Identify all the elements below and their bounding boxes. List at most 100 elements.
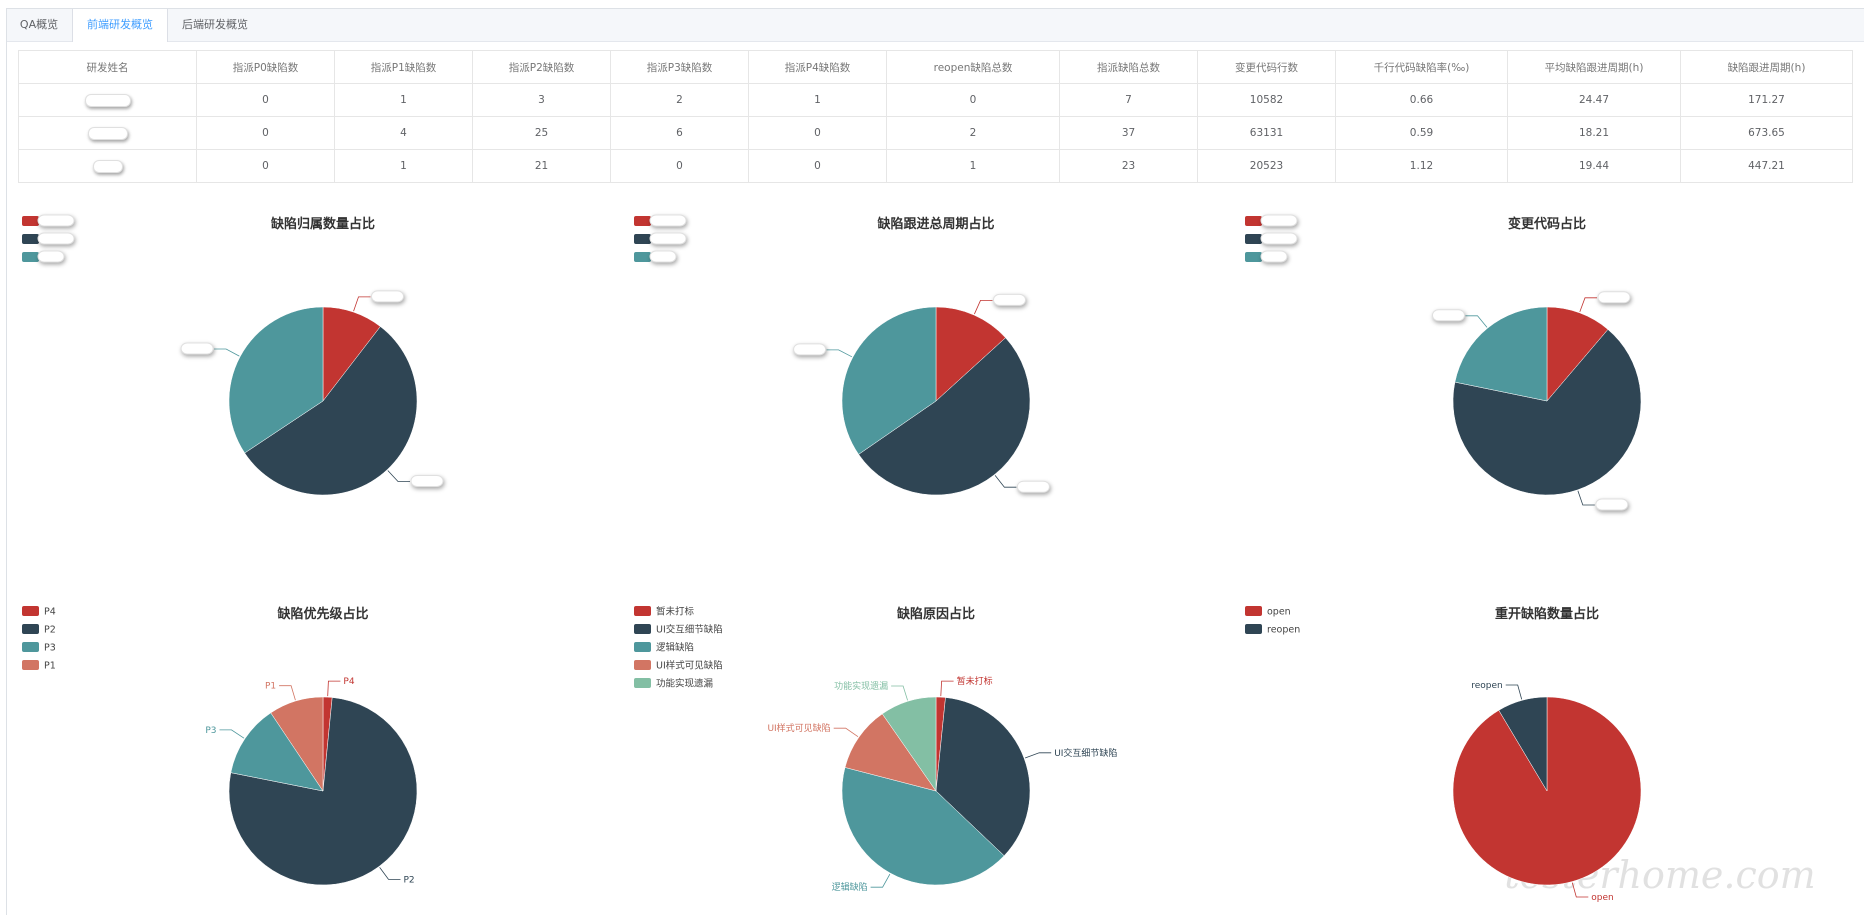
redacted-legend-label <box>1260 232 1298 245</box>
pie-slice[interactable] <box>228 306 324 454</box>
legend-swatch[interactable] <box>634 624 651 634</box>
table-cell: 10582 <box>1197 83 1336 117</box>
table-cell: 19.44 <box>1507 149 1681 183</box>
leader-line <box>833 727 859 738</box>
legend-swatch[interactable] <box>634 606 651 616</box>
legend-swatch[interactable] <box>634 660 651 670</box>
legend-swatch[interactable] <box>1245 216 1262 226</box>
pie-chart-4: 缺陷优先级占比 P4 P2 P3 P1 P4 P2 P3 P1 <box>22 606 418 885</box>
redacted-legend-label <box>1260 214 1298 227</box>
header-defect-rate: 千行代码缺陷率(‰) <box>1335 50 1508 84</box>
dev-stats-table: 研发姓名 指派P0缺陷数 指派P1缺陷数 指派P2缺陷数 指派P3缺陷数 指派P… <box>18 50 1853 183</box>
legend-swatch[interactable] <box>22 660 39 670</box>
legend-label[interactable]: 暂未打标 <box>656 606 695 618</box>
redacted-legend-label <box>37 232 75 245</box>
legend-label[interactable]: 逻辑缺陷 <box>656 642 694 654</box>
header-p2: 指派P2缺陷数 <box>472 50 611 84</box>
legend-label[interactable]: P2 <box>44 625 56 636</box>
legend-swatch[interactable] <box>1245 606 1262 616</box>
table-cell: 0 <box>196 83 335 117</box>
redacted-name <box>84 93 131 107</box>
legend-label[interactable]: P1 <box>44 661 56 672</box>
leader-line <box>387 470 410 482</box>
redacted-slice-label <box>1597 291 1631 304</box>
table-row: 0 1 21 0 0 1 23 20523 1.12 19.44 447.21 <box>18 149 1853 183</box>
legend-label[interactable]: open <box>1267 607 1291 618</box>
table-cell: 0 <box>748 116 887 150</box>
leader-line <box>994 475 1017 488</box>
legend-swatch[interactable] <box>22 624 39 634</box>
redacted-legend-label <box>649 214 687 227</box>
tab-backend-overview[interactable]: 后端研发概览 <box>182 18 248 31</box>
legend-label[interactable]: 功能实现遗漏 <box>656 678 713 690</box>
slice-label: P1 <box>265 682 276 692</box>
redacted-slice-label <box>1016 480 1050 493</box>
leader-line <box>1505 684 1523 700</box>
slice-label: UI样式可见缺陷 <box>767 722 830 734</box>
redacted-legend-label <box>37 250 65 263</box>
redacted-slice-label <box>371 290 404 303</box>
legend-label[interactable]: P3 <box>44 643 56 654</box>
pie-chart-2: 缺陷跟进总周期占比 <box>634 214 1050 496</box>
slice-label: 功能实现遗漏 <box>834 680 888 692</box>
pie-slice[interactable] <box>881 696 937 792</box>
legend-swatch[interactable] <box>1245 624 1262 634</box>
header-p3: 指派P3缺陷数 <box>610 50 749 84</box>
pie-slice[interactable] <box>1498 696 1548 792</box>
leader-line <box>891 685 908 701</box>
legend-swatch[interactable] <box>634 678 651 688</box>
legend-label[interactable]: UI交互细节缺陷 <box>656 624 723 636</box>
pie-slice[interactable] <box>858 337 1031 496</box>
table-cell: 2 <box>886 116 1060 150</box>
pie-chart-1: 缺陷归属数量占比 <box>22 214 444 496</box>
leader-line <box>1465 315 1488 328</box>
redacted-slice-label <box>993 293 1026 306</box>
pie-slice[interactable] <box>1546 306 1609 402</box>
legend-label[interactable]: P4 <box>44 607 56 618</box>
leader-line <box>826 349 853 358</box>
slice-label: P4 <box>343 677 354 687</box>
table-cell: 1 <box>748 83 887 117</box>
slice-label: open <box>1591 893 1613 903</box>
pie-slice[interactable] <box>1454 306 1548 402</box>
table-cell: 20523 <box>1197 149 1336 183</box>
pie-slice[interactable] <box>841 306 937 455</box>
pie-slice[interactable] <box>1452 696 1642 886</box>
legend-swatch[interactable] <box>1245 252 1262 262</box>
pie-slice[interactable] <box>1452 329 1642 496</box>
legend-swatch[interactable] <box>634 642 651 652</box>
pie-slice[interactable] <box>841 767 1005 886</box>
pie-slice[interactable] <box>230 712 324 792</box>
leader-line <box>219 729 245 739</box>
pie-slice[interactable] <box>244 326 418 496</box>
legend-swatch[interactable] <box>22 252 39 262</box>
redacted-name <box>92 159 123 173</box>
legend-swatch[interactable] <box>634 252 651 262</box>
legend-swatch[interactable] <box>22 606 39 616</box>
pie-slice[interactable] <box>935 697 1031 857</box>
legend-swatch[interactable] <box>1245 234 1262 244</box>
table-cell: 18.21 <box>1507 116 1681 150</box>
leader-line <box>214 348 240 357</box>
table-cell: 1 <box>334 149 473 183</box>
leader-line <box>327 680 341 697</box>
legend-swatch[interactable] <box>22 216 39 226</box>
legend-swatch[interactable] <box>22 234 39 244</box>
table-cell: 23 <box>1059 149 1198 183</box>
redacted-legend-label <box>649 250 677 263</box>
table-cell: 24.47 <box>1507 83 1681 117</box>
legend-swatch[interactable] <box>634 216 651 226</box>
table-cell: 0 <box>610 149 749 183</box>
pie-slice[interactable] <box>935 306 1006 402</box>
legend-label[interactable]: UI样式可见缺陷 <box>656 660 723 672</box>
legend-swatch[interactable] <box>634 234 651 244</box>
tab-frontend-overview[interactable]: 前端研发概览 <box>72 9 168 42</box>
leader-line <box>1579 297 1597 313</box>
pie-slice[interactable] <box>844 713 937 792</box>
legend-label[interactable]: reopen <box>1267 625 1300 636</box>
pie-slice[interactable] <box>270 696 324 792</box>
legend-swatch[interactable] <box>22 642 39 652</box>
pie-chart-6: 重开缺陷数量占比 open reopen open reopen <box>1245 606 1642 903</box>
leader-line <box>870 873 891 888</box>
tab-qa-overview[interactable]: QA概览 <box>19 18 59 31</box>
